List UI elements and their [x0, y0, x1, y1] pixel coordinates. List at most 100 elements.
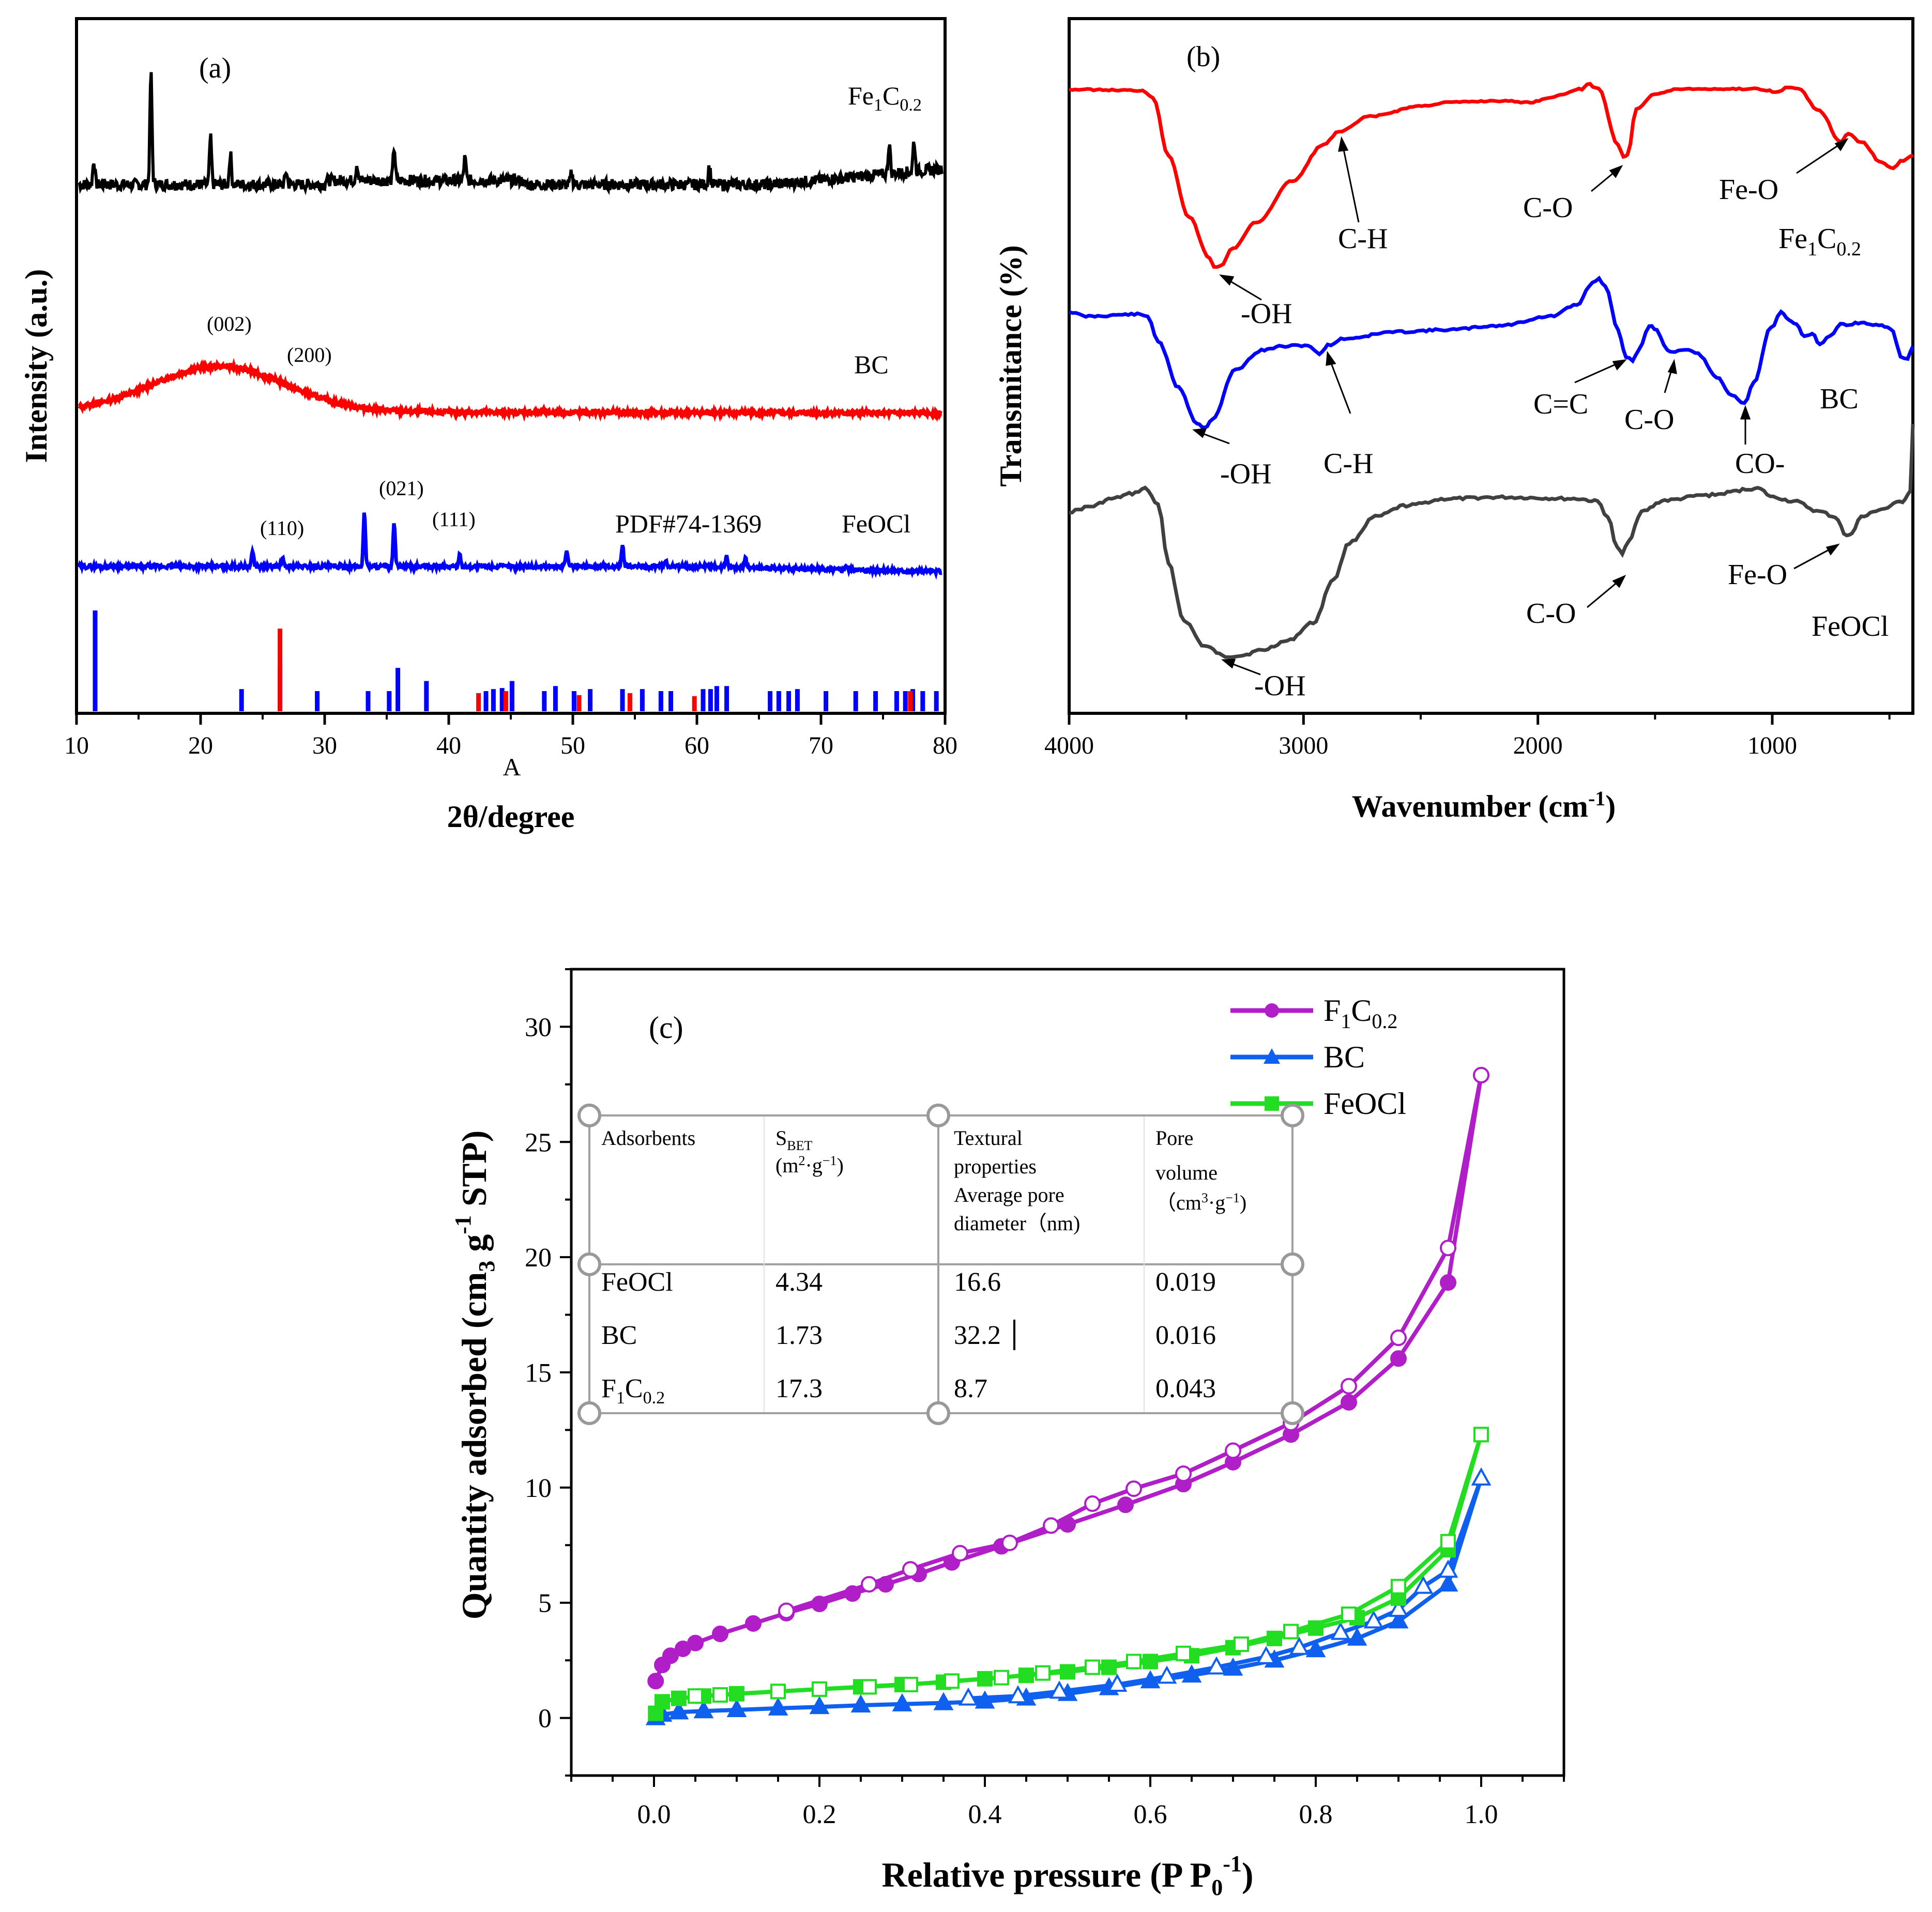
arrowhead-4 — [1834, 138, 1849, 151]
c-point-desorption — [1473, 1427, 1489, 1443]
panel-c-label: (c) — [649, 1011, 683, 1045]
c-point-adsorption — [1390, 1350, 1407, 1367]
td-1-2: 32.2 — [954, 1321, 1001, 1350]
c-x-tick-label: 0.0 — [637, 1800, 671, 1829]
c-point-adsorption — [668, 1701, 689, 1720]
c-point-adsorption — [877, 1576, 894, 1593]
b-red-feo: Fe-O — [1719, 174, 1778, 206]
c-point-adsorption — [1018, 1668, 1034, 1684]
panel-b-series-bc — [1069, 276, 1915, 430]
c-point-desorption — [1043, 1517, 1059, 1534]
th-adsorbents: Adsorbents — [601, 1126, 695, 1150]
panel-a-legend-fe1c02: Fe1C0.2 — [848, 81, 922, 115]
panel-a-series — [77, 72, 944, 580]
c-point-adsorption — [687, 1634, 704, 1651]
c-x-tick-label: 0.4 — [968, 1800, 1002, 1829]
c-x-tick-label: 0.6 — [1134, 1800, 1167, 1829]
c-point-adsorption — [1308, 1620, 1324, 1636]
td-2-1: 17.3 — [775, 1374, 823, 1403]
b-blue-co2: CO- — [1735, 448, 1785, 480]
arrowhead-1 — [1219, 274, 1235, 286]
b-blue-co: C-O — [1624, 404, 1674, 436]
c-series-FeOCl — [648, 1427, 1489, 1721]
c-x-tick-label: 1.0 — [1465, 1800, 1498, 1829]
c-point-desorption — [1388, 1598, 1409, 1617]
a-tick-label: 70 — [809, 732, 833, 759]
c-point-adsorption — [811, 1595, 828, 1612]
c-point-desorption — [1471, 1467, 1492, 1486]
panel-c-x-axis-label: Relative pressure (P P0-1) — [881, 1851, 1253, 1900]
legend-entry-feocl: FeOCl — [1230, 1087, 1406, 1121]
c-point-desorption — [1341, 1607, 1357, 1622]
inset-table-header: Adsorbents SBET (m2·g−1) Textural proper… — [601, 1126, 1246, 1235]
c-point-desorption — [1391, 1579, 1406, 1595]
th-textural-4: diameter（nm) — [954, 1212, 1080, 1235]
arrowhead-8 — [1667, 359, 1677, 374]
c-point-desorption — [902, 1561, 919, 1578]
b-tick-label: 1000 — [1747, 732, 1797, 759]
c-point-adsorption — [1143, 1654, 1158, 1670]
panel-a-annotation-200: (200) — [287, 343, 332, 366]
th-pore-2: volume — [1155, 1161, 1218, 1184]
c-point-desorption — [1107, 1673, 1128, 1692]
arrowhead-11 — [1612, 575, 1626, 588]
legend-label-bc: BC — [1324, 1040, 1365, 1074]
panel-b-legend-feocl: FeOCl — [1812, 610, 1889, 643]
b-tick-label: 4000 — [1044, 732, 1094, 759]
inset-table-handles — [577, 1104, 1304, 1425]
panel-b-legend-bc: BC — [1820, 383, 1859, 415]
panel-b-arrows — [1192, 136, 1849, 676]
arrow-red-feo — [1796, 141, 1844, 174]
legend-label-feocl: FeOCl — [1324, 1087, 1406, 1121]
td-1-1: 1.73 — [775, 1321, 823, 1350]
c-point-desorption — [1008, 1685, 1028, 1704]
a-tick-label: 40 — [436, 732, 461, 759]
c-point-desorption — [1084, 1495, 1101, 1512]
c-point-desorption — [1225, 1442, 1241, 1459]
panel-c-legend: F1C0.2 BC FeOCl — [1230, 993, 1406, 1121]
c-x-tick-label: 0.2 — [803, 1800, 836, 1829]
c-point-desorption — [1125, 1480, 1142, 1497]
panel-c-ticks — [560, 968, 1565, 1787]
a-tick-label: 80 — [933, 732, 957, 759]
panel-a-x-ticks — [75, 713, 947, 725]
panel-a: 10 20 30 40 50 60 70 80 (a) 2θ/degree Intensity… — [19, 17, 957, 834]
c-point-desorption — [1341, 1378, 1357, 1395]
panel-b-label: (b) — [1186, 41, 1220, 73]
panel-a-reference-bars — [93, 610, 939, 711]
c-series-F1C02 — [647, 1067, 1489, 1690]
c-point-desorption — [1440, 1534, 1456, 1550]
td-2-3: 0.043 — [1155, 1374, 1216, 1403]
th-textural-3: Average pore — [954, 1183, 1064, 1206]
c-point-desorption — [1234, 1636, 1249, 1652]
td-1-0: BC — [601, 1321, 637, 1350]
th-sbet-unit: (m2·g−1) — [775, 1153, 844, 1177]
c-point-adsorption — [655, 1694, 670, 1710]
c-point-adsorption — [726, 1699, 747, 1717]
c-point-adsorption — [1140, 1670, 1161, 1689]
arrow-gray-feo — [1793, 546, 1835, 570]
panel-a-legend-feocl: FeOCl — [842, 509, 910, 538]
panel-a-label: (a) — [199, 52, 231, 84]
c-point-desorption — [1413, 1576, 1434, 1594]
panel-b-x-tick-labels: 4000 3000 2000 1000 — [1044, 732, 1797, 759]
arrowhead-7 — [1612, 359, 1627, 371]
b-red-co: C-O — [1523, 192, 1573, 224]
arrowhead-3 — [1609, 165, 1623, 178]
a-series-feocl — [77, 512, 942, 580]
c-point-desorption — [861, 1576, 877, 1593]
panel-b-series-feocl — [1069, 423, 1915, 659]
panel-b-x-axis-label: Wavenumber (cm-1) — [1352, 787, 1616, 823]
panel-a-legend-bc: BC — [854, 350, 889, 379]
a-tick-label: 10 — [64, 732, 89, 759]
panel-b-legend-fe1c02: Fe1C0.2 — [1778, 223, 1861, 260]
arrow-red-ch — [1341, 142, 1360, 223]
c-point-desorption — [1176, 1645, 1191, 1661]
b-blue-cc: C=C — [1533, 388, 1588, 420]
c-point-adsorption — [1223, 1657, 1243, 1676]
c-point-desorption — [994, 1670, 1009, 1686]
c-point-adsorption — [1101, 1659, 1117, 1675]
c-point-adsorption — [975, 1690, 995, 1709]
td-0-3: 0.019 — [1155, 1267, 1216, 1297]
c-point-desorption — [1175, 1465, 1192, 1482]
